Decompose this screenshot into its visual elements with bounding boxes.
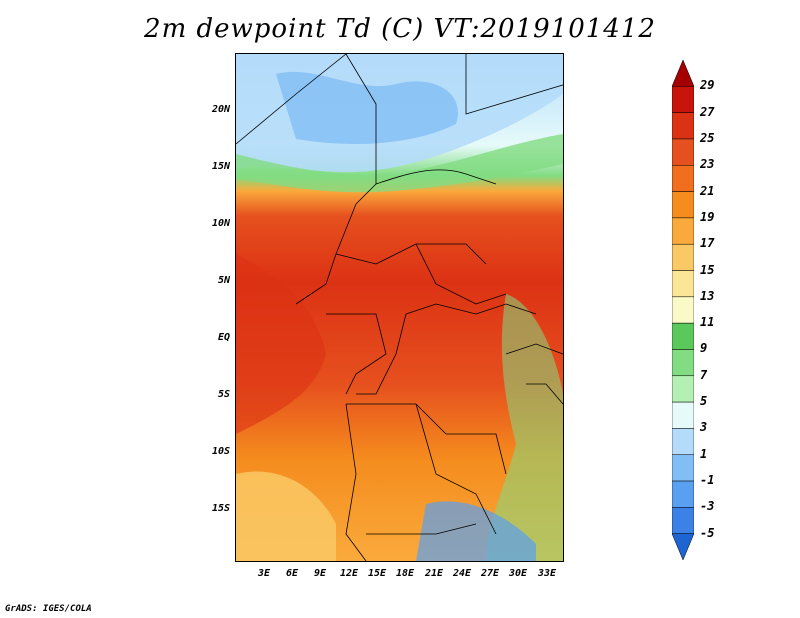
colorbar-tick-label: 19: [700, 209, 715, 224]
colorbar-tick-label: 1: [700, 446, 708, 461]
y-axis-label: 5S: [217, 389, 230, 400]
colorbar-tick-label: -3: [700, 499, 715, 514]
colorbar-tick-label: 3: [700, 420, 708, 435]
y-axis-label: 15N: [211, 161, 230, 172]
colorbar-tick-label: 7: [700, 367, 708, 382]
colorbar-swatch: [672, 191, 694, 219]
colorbar-tick-label: 23: [700, 157, 715, 172]
colorbar-tick-label: 25: [700, 130, 715, 145]
map-title: 2m dewpoint Td (C) VT:2019101412: [144, 14, 656, 44]
x-axis-label: 12E: [339, 568, 359, 579]
y-axis-label: 15S: [211, 503, 230, 514]
colorbar-tick-label: 21: [700, 183, 715, 198]
x-axis-label: 15E: [367, 568, 387, 579]
colorbar-tick-label: 13: [700, 288, 715, 303]
colorbar-tick-label: 27: [700, 104, 715, 119]
colorbar-swatch: [672, 165, 694, 192]
colorbar-swatch: [672, 454, 694, 482]
x-axis-label: 30E: [508, 568, 528, 579]
colorbar-swatch: [672, 138, 694, 166]
colorbar-swatch: [672, 60, 694, 87]
x-axis-label: 21E: [424, 568, 444, 579]
colorbar-tick-label: 11: [700, 315, 715, 330]
colorbar-tick-label: -5: [700, 525, 715, 540]
y-axis-label: EQ: [217, 332, 230, 343]
colorbar-swatch: [672, 243, 694, 271]
colorbar-swatch: [672, 217, 694, 245]
colorbar-swatch: [672, 349, 694, 377]
colorbar-swatch: [672, 296, 694, 324]
colorbar-swatch: [672, 112, 694, 140]
y-axis-label: 10N: [211, 218, 230, 229]
y-axis-label: 10S: [211, 446, 230, 457]
x-axis-label: 33E: [537, 568, 557, 579]
colorbar-tick-label: -1: [700, 473, 715, 488]
colorbar-swatch: [672, 86, 694, 113]
colorbar-swatch: [672, 270, 694, 298]
colorbar-swatch: [672, 480, 694, 508]
colorbar-swatch: [672, 401, 694, 429]
colorbar-tick-label: 9: [700, 341, 708, 356]
x-axis-label: 27E: [480, 568, 500, 579]
x-axis-label: 24E: [452, 568, 472, 579]
colorbar-tick-label: 17: [700, 236, 715, 251]
colorbar-swatch: [672, 507, 694, 534]
colorbar-tick-label: 5: [700, 394, 708, 409]
colorbar-swatch: [672, 428, 694, 455]
x-axis-label: 18E: [395, 568, 415, 579]
colorbar-swatch: [672, 533, 694, 560]
dewpoint-field: [236, 54, 563, 561]
colorbar: [672, 60, 694, 560]
footer-credit: GrADS: IGES/COLA: [5, 604, 92, 614]
x-axis-label: 6E: [285, 568, 299, 579]
y-axis-label: 5N: [217, 275, 230, 286]
colorbar-tick-label: 29: [700, 78, 715, 93]
y-axis-label: 20N: [211, 104, 230, 115]
map-panel: [235, 53, 564, 562]
colorbar-tick-label: 15: [700, 262, 715, 277]
x-axis-label: 9E: [313, 568, 327, 579]
colorbar-swatch: [672, 375, 694, 403]
x-axis-label: 3E: [257, 568, 271, 579]
colorbar-swatch: [672, 322, 694, 350]
